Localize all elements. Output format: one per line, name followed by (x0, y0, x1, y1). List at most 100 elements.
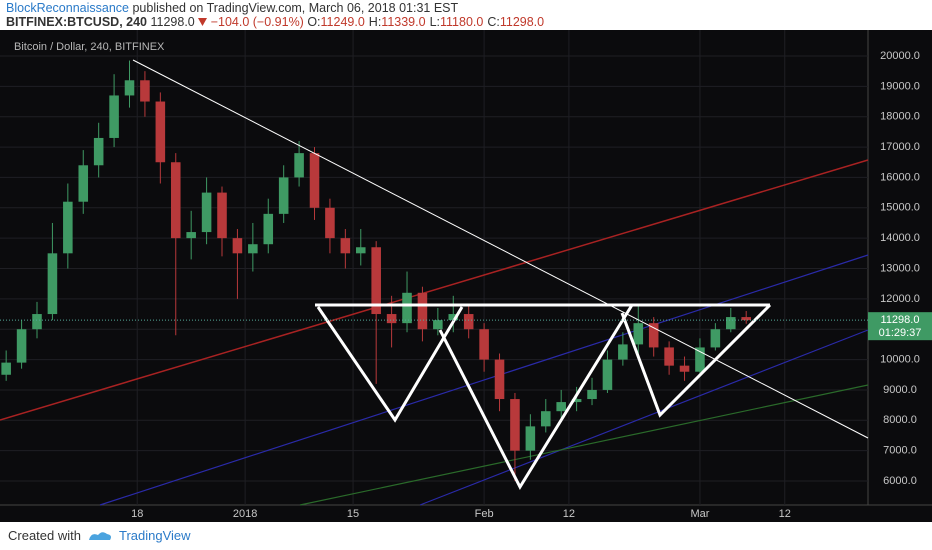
candle-body (525, 426, 536, 451)
y-tick-label: 7000.0 (883, 445, 917, 457)
y-tick-label: 13000.0 (880, 262, 920, 274)
ohlc-value: 11180.0 (440, 15, 484, 29)
y-tick-label: 15000.0 (880, 202, 920, 214)
change: −104.0 (−0.91%) (210, 15, 304, 29)
candle-body (510, 399, 520, 451)
candle-body (371, 247, 381, 315)
candle-body (309, 153, 320, 208)
candle-body (741, 317, 751, 321)
candle-body (633, 323, 644, 345)
candle-body (402, 292, 412, 324)
ohlc-label: L: (429, 15, 440, 29)
published: published on TradingView.com, March 06, … (132, 1, 459, 15)
ohlc-value: 11249.0 (320, 15, 365, 29)
last-price-box (868, 312, 932, 341)
candle-body (386, 314, 397, 324)
pattern (132, 59, 869, 491)
candle-body (232, 238, 243, 254)
candle-body (78, 165, 89, 202)
y-tick-label: 8000.0 (883, 414, 917, 426)
candle-body (494, 359, 505, 400)
pattern-leg (316, 306, 464, 423)
trend-line (132, 59, 869, 439)
channel-line (419, 329, 869, 506)
x-tick-label: 12 (779, 508, 791, 520)
ohlc-value: 11298.0 (499, 15, 545, 29)
candle-body (124, 80, 135, 96)
candle-body (618, 344, 628, 360)
candle-body (417, 292, 428, 330)
candle-body (587, 389, 597, 400)
countdown: 01:29:37 (879, 327, 922, 339)
ohlc-label: H: (368, 15, 382, 29)
drawings (0, 159, 869, 506)
candle-body (340, 238, 351, 254)
ohlc-label: C: (487, 15, 500, 29)
footer: Created with TradingView (8, 528, 191, 543)
x-tick-label: 12 (563, 508, 575, 520)
x-tick-label: 2018 (233, 508, 257, 520)
candle-body (556, 402, 566, 412)
ohlc-value: 11339.0 (381, 15, 426, 29)
candle-body (63, 201, 73, 254)
chart-background (0, 30, 932, 522)
candle-body (571, 399, 582, 403)
header-line: BITFINEX:BTCUSD, 240 11298.0 −104.0 (−0.… (6, 15, 548, 29)
candle-body (170, 162, 181, 239)
candle-body (248, 244, 258, 254)
x-tick-label: Mar (690, 508, 709, 520)
ohlc: O:11249.0 H:11339.0 L:11180.0 C:11298.0 (307, 15, 548, 29)
channel-line (99, 254, 869, 506)
candle-body (32, 314, 42, 330)
y-tick-label: 16000.0 (880, 171, 920, 183)
author[interactable]: BlockReconnaissance (6, 1, 129, 15)
created-with: Created with (8, 528, 81, 543)
logo (88, 531, 111, 540)
candle-body (433, 320, 443, 330)
channel-line (0, 159, 869, 421)
candle-body (695, 347, 705, 372)
pattern-leg (620, 303, 772, 418)
grid (0, 30, 868, 505)
last-price: 11298.0 (150, 15, 195, 29)
brand[interactable]: TradingView (118, 528, 191, 543)
y-tick-label: 9000.0 (883, 384, 917, 396)
candle-body (1, 362, 11, 375)
candle-body (47, 253, 58, 315)
y-tick-label: 6000.0 (883, 475, 917, 487)
candle-body (710, 329, 721, 348)
y-tick-label: 20000.0 (880, 50, 920, 62)
symbol: BITFINEX:BTCUSD, 240 (6, 15, 147, 29)
candle-body (217, 192, 227, 239)
candle-body (448, 314, 459, 321)
candle-body (93, 137, 104, 166)
y-tick-label: 19000.0 (880, 80, 920, 92)
y-tick-label: 18000.0 (880, 111, 920, 123)
candle-body (463, 314, 474, 330)
channel-line (299, 384, 869, 506)
candle-body (355, 247, 366, 254)
y-tick-label: 14000.0 (880, 232, 920, 244)
x-tick-label: Feb (475, 508, 494, 520)
candle-body (109, 95, 119, 138)
candle-body (325, 207, 335, 239)
y-tick-label: 12000.0 (880, 293, 920, 305)
candle-body (726, 317, 736, 330)
candle-body (201, 192, 212, 233)
candle-body (602, 359, 613, 390)
candle-body (664, 347, 674, 366)
candle-body (479, 329, 489, 360)
down-arrow (198, 18, 208, 26)
candle-body (140, 80, 150, 102)
candle-body (186, 232, 196, 239)
candles (1, 60, 751, 482)
candle-body (540, 411, 551, 427)
candle-body (648, 323, 659, 348)
candle-body (278, 177, 289, 214)
ohlc-label: O: (307, 15, 321, 29)
header-line: BlockReconnaissance published on Trading… (6, 1, 458, 15)
y-tick-label: 17000.0 (880, 141, 920, 153)
x-tick-label: 18 (131, 508, 143, 520)
